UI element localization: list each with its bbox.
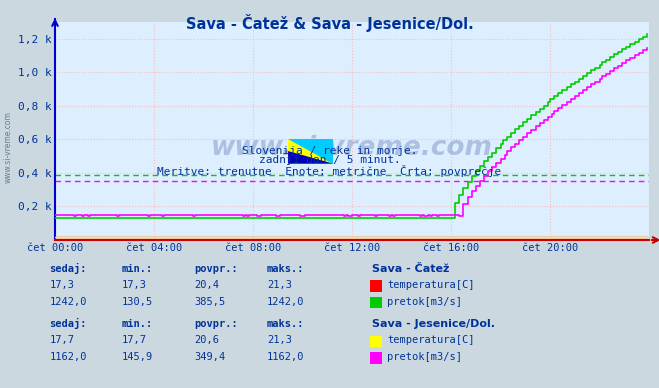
Text: sedaj:: sedaj: xyxy=(49,318,87,329)
Text: 17,3: 17,3 xyxy=(122,280,147,290)
Text: 1242,0: 1242,0 xyxy=(267,296,304,307)
Text: 145,9: 145,9 xyxy=(122,352,153,362)
Text: min.:: min.: xyxy=(122,263,153,274)
Text: Sava - Čatež & Sava - Jesenice/Dol.: Sava - Čatež & Sava - Jesenice/Dol. xyxy=(186,14,473,31)
Text: 17,3: 17,3 xyxy=(49,280,74,290)
Text: maks.:: maks.: xyxy=(267,263,304,274)
Polygon shape xyxy=(288,139,333,164)
Text: 385,5: 385,5 xyxy=(194,296,225,307)
Text: www.si-vreme.com: www.si-vreme.com xyxy=(4,111,13,184)
Text: 17,7: 17,7 xyxy=(49,335,74,345)
Text: www.si-vreme.com: www.si-vreme.com xyxy=(211,135,493,161)
Text: 20,6: 20,6 xyxy=(194,335,219,345)
Text: Meritve: trenutne  Enote: metrične  Črta: povprečje: Meritve: trenutne Enote: metrične Črta: … xyxy=(158,165,501,177)
Text: 130,5: 130,5 xyxy=(122,296,153,307)
Text: povpr.:: povpr.: xyxy=(194,263,238,274)
Text: Sava - Čatež: Sava - Čatež xyxy=(372,263,449,274)
Text: zadnji dan / 5 minut.: zadnji dan / 5 minut. xyxy=(258,155,401,165)
Polygon shape xyxy=(288,151,333,164)
Text: Slovenija / reke in morje.: Slovenija / reke in morje. xyxy=(242,146,417,156)
Text: sedaj:: sedaj: xyxy=(49,263,87,274)
Text: 21,3: 21,3 xyxy=(267,335,292,345)
Text: 349,4: 349,4 xyxy=(194,352,225,362)
Text: min.:: min.: xyxy=(122,319,153,329)
Text: 20,4: 20,4 xyxy=(194,280,219,290)
Text: Sava - Jesenice/Dol.: Sava - Jesenice/Dol. xyxy=(372,319,496,329)
Text: 21,3: 21,3 xyxy=(267,280,292,290)
Text: pretok[m3/s]: pretok[m3/s] xyxy=(387,352,463,362)
Text: 1162,0: 1162,0 xyxy=(267,352,304,362)
Text: temperatura[C]: temperatura[C] xyxy=(387,280,475,290)
Text: temperatura[C]: temperatura[C] xyxy=(387,335,475,345)
Text: povpr.:: povpr.: xyxy=(194,319,238,329)
Text: pretok[m3/s]: pretok[m3/s] xyxy=(387,296,463,307)
Bar xyxy=(288,139,333,164)
Text: 17,7: 17,7 xyxy=(122,335,147,345)
Text: 1162,0: 1162,0 xyxy=(49,352,87,362)
Text: 1242,0: 1242,0 xyxy=(49,296,87,307)
Text: maks.:: maks.: xyxy=(267,319,304,329)
